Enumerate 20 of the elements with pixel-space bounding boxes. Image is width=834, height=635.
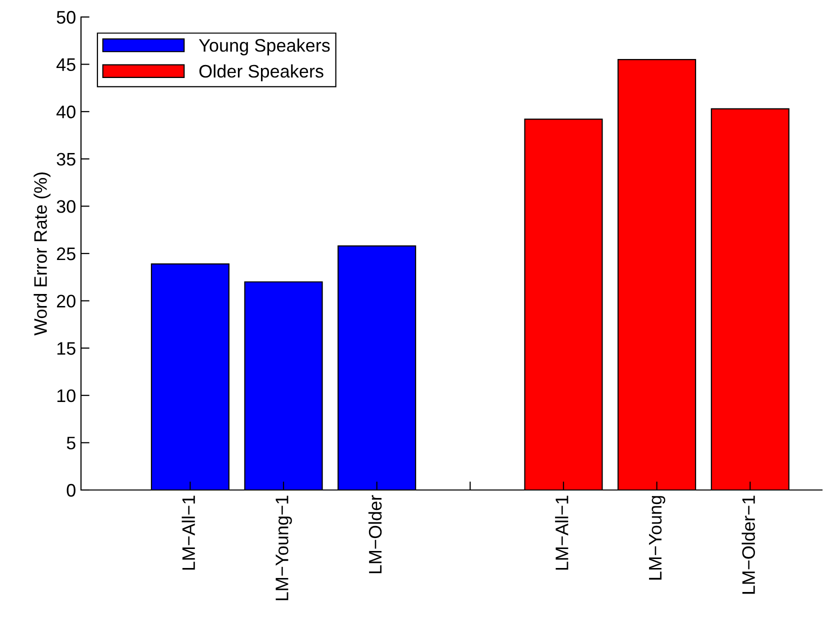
y-axis-title: Word Error Rate (%) [34, 172, 50, 336]
y-tick-label: 25 [56, 247, 76, 260]
y-tick-label: 5 [66, 436, 76, 450]
legend-label: Young Speakers [198, 38, 330, 56]
x-tick-label: LM−Older [368, 495, 382, 574]
x-tick-label: LM−Young−1 [276, 496, 292, 600]
y-tick-label: 10 [57, 389, 76, 402]
y-tick-label: 45 [56, 58, 76, 72]
y-tick-label: 50 [56, 10, 76, 24]
y-tick-label: 0 [66, 484, 76, 497]
y-tick-label: 30 [56, 200, 76, 213]
y-tick-label: 20 [56, 294, 76, 308]
x-tick-label: LM−Older−1 [742, 496, 755, 594]
y-tick-label: 35 [56, 152, 76, 166]
legend-label: Older Speakers [199, 64, 324, 82]
y-tick-label: 40 [56, 106, 76, 118]
x-tick-label: LM−Young [649, 496, 666, 580]
x-tick-label: LM−All−1 [555, 496, 568, 570]
x-tick-label: LM−All−1 [182, 496, 195, 570]
y-tick-label: 15 [57, 342, 76, 355]
